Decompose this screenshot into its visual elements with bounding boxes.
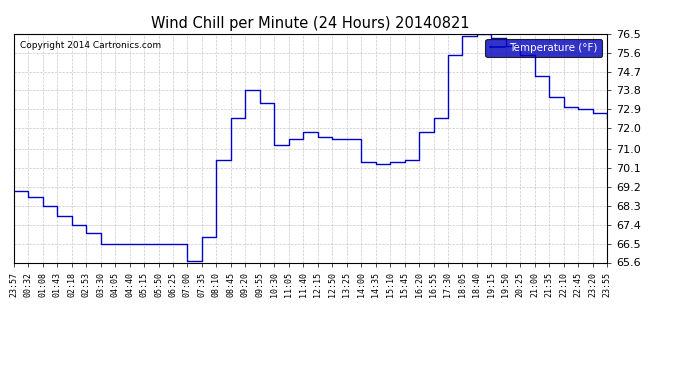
Text: Copyright 2014 Cartronics.com: Copyright 2014 Cartronics.com [20, 40, 161, 50]
Legend: Temperature (°F): Temperature (°F) [486, 39, 602, 57]
Title: Wind Chill per Minute (24 Hours) 20140821: Wind Chill per Minute (24 Hours) 2014082… [151, 16, 470, 31]
